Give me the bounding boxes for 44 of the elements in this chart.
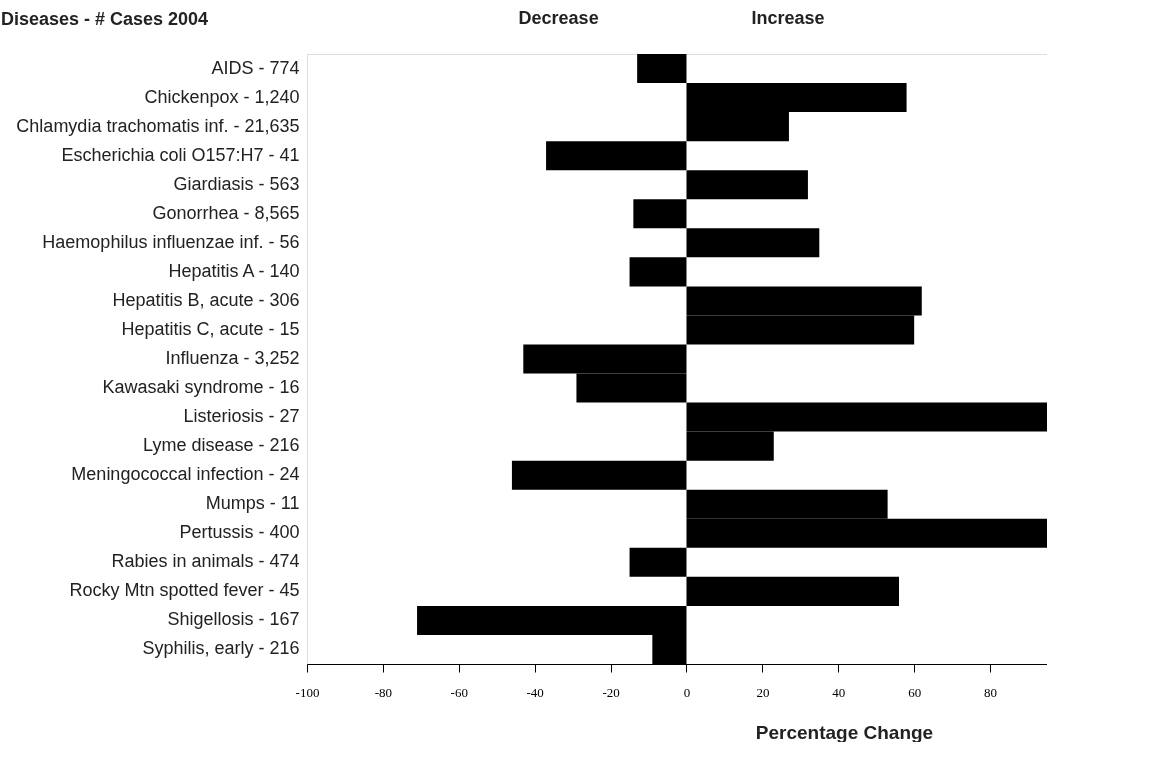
y-tick-label: Giardiasis - 563	[173, 173, 300, 194]
text: Increase	[751, 8, 825, 28]
y-tick-label: Shigellosis - 167	[167, 609, 300, 630]
x-tick-label: 0	[683, 684, 691, 700]
y-tick-label: Hepatitis B, acute - 306	[112, 289, 300, 310]
y-tick-label: Influenza - 3,252	[165, 348, 300, 368]
bar	[633, 199, 687, 229]
x-tick-label: 40	[832, 684, 846, 700]
y-tick-label: Hepatitis A - 140	[168, 260, 300, 281]
x-tick-label: -20	[602, 684, 620, 700]
y-tick-label: Chickenpox - 1,240	[144, 86, 300, 107]
bar	[511, 460, 687, 490]
bar	[637, 54, 687, 84]
y-tick-label: Escherichia coli O157:H7 - 41	[61, 144, 300, 165]
x-tick-label: 80	[984, 684, 998, 700]
x-tick-label: -40	[526, 684, 544, 700]
y-tick-label: Meningococcal infection - 24	[71, 464, 300, 485]
y-tick-label: Rocky Mtn spotted fever - 45	[69, 580, 300, 601]
y-tick-label: Chlamydia trachomatis inf. - 21,635	[16, 115, 300, 136]
y-tick-label: Lyme disease - 216	[143, 435, 300, 456]
bar	[629, 257, 687, 287]
y-tick-label: AIDS - 774	[211, 57, 300, 78]
y-tick-label: Pertussis - 400	[179, 522, 300, 543]
y-tick-label: Rabies in animals - 474	[111, 551, 300, 572]
bar	[686, 228, 820, 258]
y-tick-label: Haemophilus influenzae inf. - 56	[42, 231, 300, 252]
y-tick-label: Hepatitis C, acute - 15	[121, 318, 300, 339]
y-tick-label: Kawasaki syndrome - 16	[102, 377, 300, 398]
x-tick-label: -80	[374, 684, 393, 700]
x-tick-label: -60	[450, 684, 468, 700]
bar	[686, 576, 899, 606]
bar	[546, 141, 687, 171]
y-tick-label: Syphilis, early - 216	[142, 638, 300, 659]
text: Decrease	[518, 8, 599, 28]
bar	[686, 170, 808, 200]
x-tick-label: 20	[756, 684, 770, 700]
x-tick-label: -100	[295, 684, 320, 700]
x-axis-title: Percentage Change	[755, 721, 934, 743]
y-tick-label: Gonorrhea - 8,565	[152, 202, 300, 223]
x-tick-label: 60	[908, 684, 922, 700]
bar	[629, 547, 687, 577]
y-tick-label: Listeriosis - 27	[183, 406, 300, 427]
y-axis-title: Diseases - # Cases 2004	[0, 8, 209, 29]
y-tick-label: Mumps - 11	[205, 493, 300, 514]
